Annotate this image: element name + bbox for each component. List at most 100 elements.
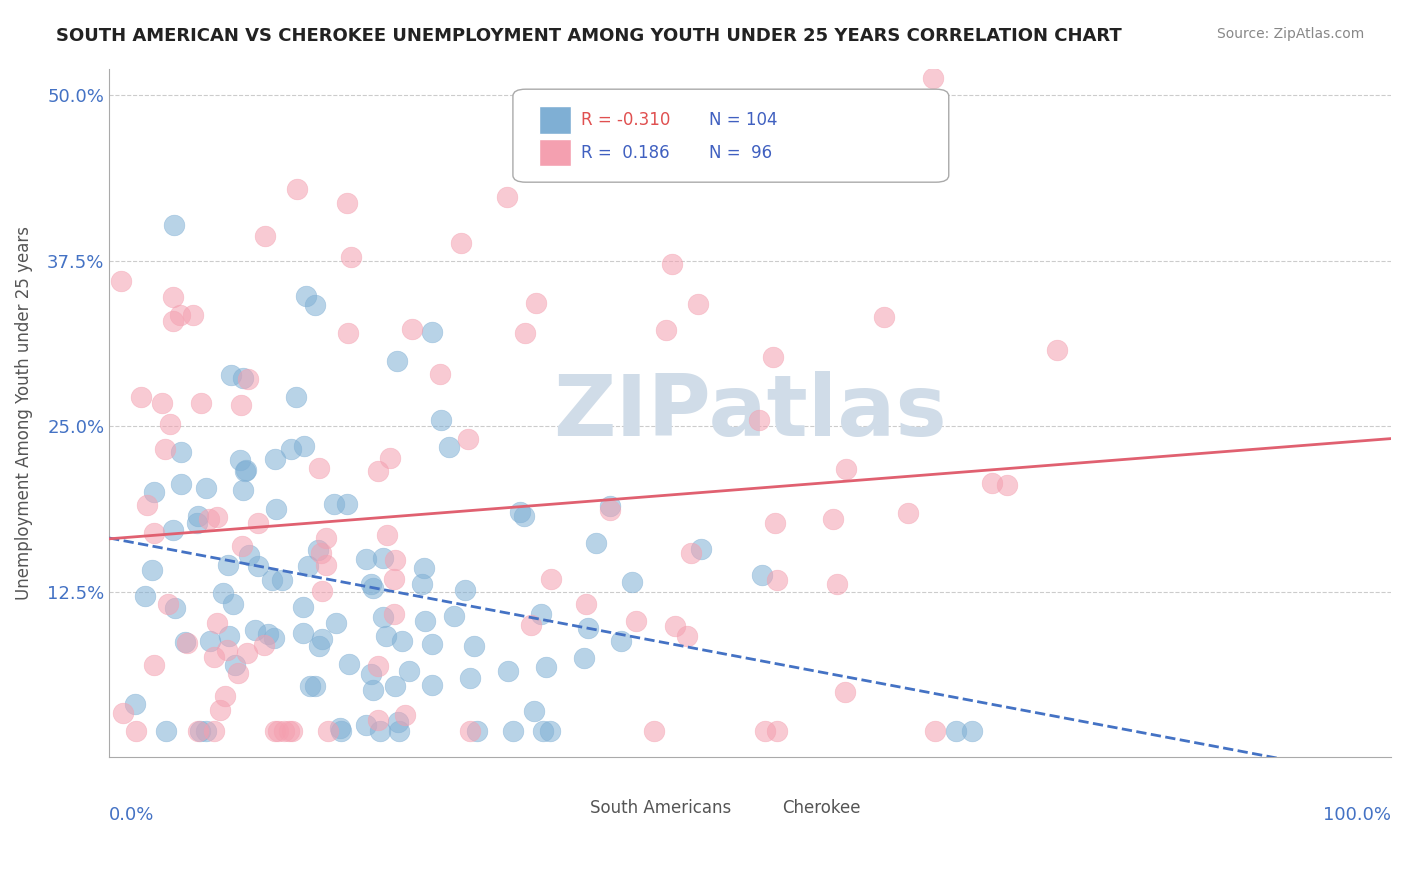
Cherokee <box>252 638 274 652</box>
South Americans <box>420 637 443 651</box>
Cherokee <box>457 432 479 446</box>
South Americans <box>155 723 177 738</box>
South Americans <box>308 639 330 653</box>
South Americans <box>360 576 382 591</box>
South Americans <box>443 608 465 623</box>
Cherokee <box>997 477 1019 491</box>
Y-axis label: Unemployment Among Youth under 25 years: Unemployment Among Youth under 25 years <box>15 226 32 600</box>
South Americans <box>384 679 406 693</box>
South Americans <box>304 679 326 693</box>
South Americans <box>174 635 197 649</box>
South Americans <box>398 665 420 679</box>
Cherokee <box>429 367 451 381</box>
Cherokee <box>1046 343 1069 358</box>
Cherokee <box>367 658 389 673</box>
FancyBboxPatch shape <box>513 89 949 182</box>
South Americans <box>247 558 270 573</box>
Cherokee <box>236 646 259 660</box>
South Americans <box>285 390 308 404</box>
South Americans <box>354 718 377 732</box>
Cherokee <box>450 235 472 250</box>
South Americans <box>325 615 347 630</box>
Cherokee <box>384 552 406 566</box>
South Americans <box>263 631 285 645</box>
Cherokee <box>375 527 398 541</box>
South Americans <box>420 677 443 691</box>
South Americans <box>751 568 773 582</box>
Text: R =  0.186: R = 0.186 <box>581 144 669 161</box>
Text: R = -0.310: R = -0.310 <box>581 112 671 129</box>
South Americans <box>188 723 211 738</box>
Text: Source: ZipAtlas.com: Source: ZipAtlas.com <box>1216 27 1364 41</box>
South Americans <box>371 550 394 565</box>
South Americans <box>245 623 267 637</box>
Cherokee <box>143 526 166 541</box>
Cherokee <box>280 723 302 738</box>
Cherokee <box>337 326 360 340</box>
South Americans <box>391 634 413 648</box>
Cherokee <box>315 531 337 545</box>
Cherokee <box>686 297 709 311</box>
South Americans <box>235 463 257 477</box>
Cherokee <box>367 713 389 727</box>
Cherokee <box>599 502 621 516</box>
South Americans <box>620 575 643 590</box>
South Americans <box>270 573 292 587</box>
Cherokee <box>834 685 856 699</box>
Text: 0.0%: 0.0% <box>110 805 155 823</box>
South Americans <box>523 704 546 718</box>
South Americans <box>163 218 186 232</box>
South Americans <box>502 723 524 738</box>
Cherokee <box>643 723 665 738</box>
South Americans <box>463 639 485 653</box>
Cherokee <box>110 274 132 288</box>
Cherokee <box>458 723 481 738</box>
South Americans <box>195 723 218 738</box>
Cherokee <box>394 707 416 722</box>
Bar <box>538 139 571 166</box>
Cherokee <box>897 506 920 520</box>
South Americans <box>297 558 319 573</box>
Cherokee <box>821 512 844 526</box>
South Americans <box>610 633 633 648</box>
South Americans <box>219 368 242 382</box>
South Americans <box>222 598 245 612</box>
South Americans <box>322 497 344 511</box>
Cherokee <box>197 512 219 526</box>
Text: 100.0%: 100.0% <box>1323 805 1391 823</box>
Cherokee <box>922 70 945 85</box>
Cherokee <box>661 257 683 271</box>
South Americans <box>415 615 437 629</box>
South Americans <box>388 723 411 738</box>
South Americans <box>162 524 184 538</box>
South Americans <box>336 497 359 511</box>
Cherokee <box>156 597 179 611</box>
Cherokee <box>159 417 181 431</box>
South Americans <box>371 609 394 624</box>
Cherokee <box>624 614 647 628</box>
Cherokee <box>340 250 363 264</box>
South Americans <box>534 660 557 674</box>
South Americans <box>163 601 186 615</box>
South Americans <box>453 582 475 597</box>
South Americans <box>413 561 436 575</box>
Cherokee <box>540 572 562 586</box>
Cherokee <box>513 326 536 340</box>
South Americans <box>585 536 607 550</box>
South Americans <box>232 370 254 384</box>
Cherokee <box>153 442 176 456</box>
Text: N =  96: N = 96 <box>709 144 772 161</box>
South Americans <box>437 440 460 454</box>
South Americans <box>307 542 329 557</box>
South Americans <box>311 632 333 647</box>
Text: South Americans: South Americans <box>591 798 731 817</box>
South Americans <box>257 627 280 641</box>
South Americans <box>232 483 254 498</box>
South Americans <box>260 574 283 588</box>
South Americans <box>229 452 252 467</box>
South Americans <box>960 723 983 738</box>
Cherokee <box>254 229 277 244</box>
Cherokee <box>176 635 198 649</box>
Cherokee <box>401 322 423 336</box>
South Americans <box>329 721 352 735</box>
